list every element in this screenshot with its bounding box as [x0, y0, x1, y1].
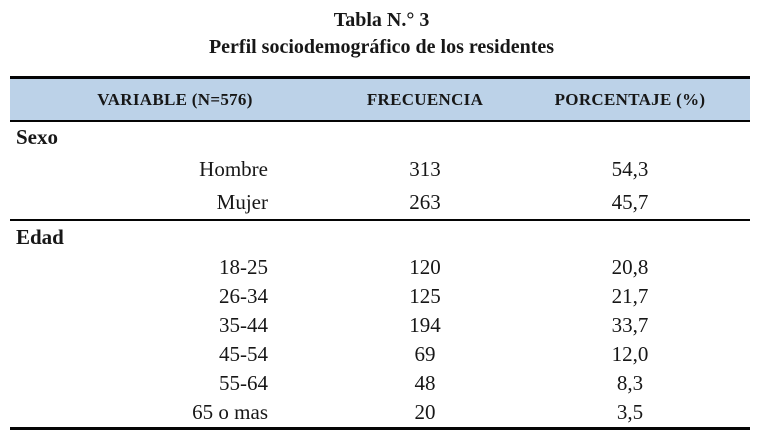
title-block: Tabla N.° 3 Perfil sociodemográfico de l… — [0, 0, 763, 60]
header-cell-frecuencia: FRECUENCIA — [366, 89, 484, 109]
header-cell-porcentaje: PORCENTAJE (%) — [554, 89, 706, 109]
table-row: 65 o mas 20 3,5 — [10, 398, 750, 430]
section-label-sexo: Sexo — [16, 125, 58, 149]
cell-frequency: 194 — [409, 313, 441, 337]
sociodemographic-table: VARIABLE (N=576) FRECUENCIA PORCENTAJE (… — [10, 76, 750, 430]
section-row-sexo: Sexo — [10, 122, 750, 153]
cell-category: 18-25 — [219, 255, 268, 279]
cell-percentage: 33,7 — [611, 313, 649, 337]
cell-frequency: 120 — [409, 255, 441, 279]
table-subtitle: Perfil sociodemográfico de los residente… — [208, 36, 555, 58]
cell-category: Hombre — [199, 157, 268, 181]
table-row: 45-54 69 12,0 — [10, 340, 750, 369]
table-row: 35-44 194 33,7 — [10, 311, 750, 340]
section-label-edad: Edad — [16, 224, 64, 249]
cell-percentage: 45,7 — [611, 190, 649, 214]
cell-category: 65 o mas — [192, 400, 268, 424]
table-row: 55-64 48 8,3 — [10, 369, 750, 398]
table-row: Hombre 313 54,3 — [10, 153, 750, 186]
table-title: Tabla N.° 3 — [333, 9, 430, 31]
table-row: 18-25 120 20,8 — [10, 253, 750, 282]
cell-frequency: 48 — [414, 371, 436, 395]
cell-percentage: 12,0 — [611, 342, 649, 366]
cell-category: 35-44 — [219, 313, 268, 337]
cell-category: 26-34 — [219, 284, 268, 308]
cell-percentage: 54,3 — [611, 157, 649, 181]
cell-frequency: 263 — [409, 190, 441, 214]
header-row: VARIABLE (N=576) FRECUENCIA PORCENTAJE (… — [10, 76, 750, 122]
cell-frequency: 313 — [409, 157, 441, 181]
table-row: Mujer 263 45,7 — [10, 186, 750, 221]
header-cell-variable: VARIABLE (N=576) — [97, 89, 253, 109]
cell-frequency: 20 — [414, 400, 436, 424]
cell-percentage: 3,5 — [616, 400, 644, 424]
cell-category: 55-64 — [219, 371, 268, 395]
section-row-edad: Edad — [10, 221, 750, 253]
cell-frequency: 125 — [409, 284, 441, 308]
table-row: 26-34 125 21,7 — [10, 282, 750, 311]
cell-percentage: 20,8 — [611, 255, 649, 279]
cell-category: Mujer — [216, 190, 268, 214]
cell-category: 45-54 — [219, 342, 268, 366]
cell-percentage: 21,7 — [611, 284, 649, 308]
cell-frequency: 69 — [414, 342, 436, 366]
cell-percentage: 8,3 — [616, 371, 644, 395]
